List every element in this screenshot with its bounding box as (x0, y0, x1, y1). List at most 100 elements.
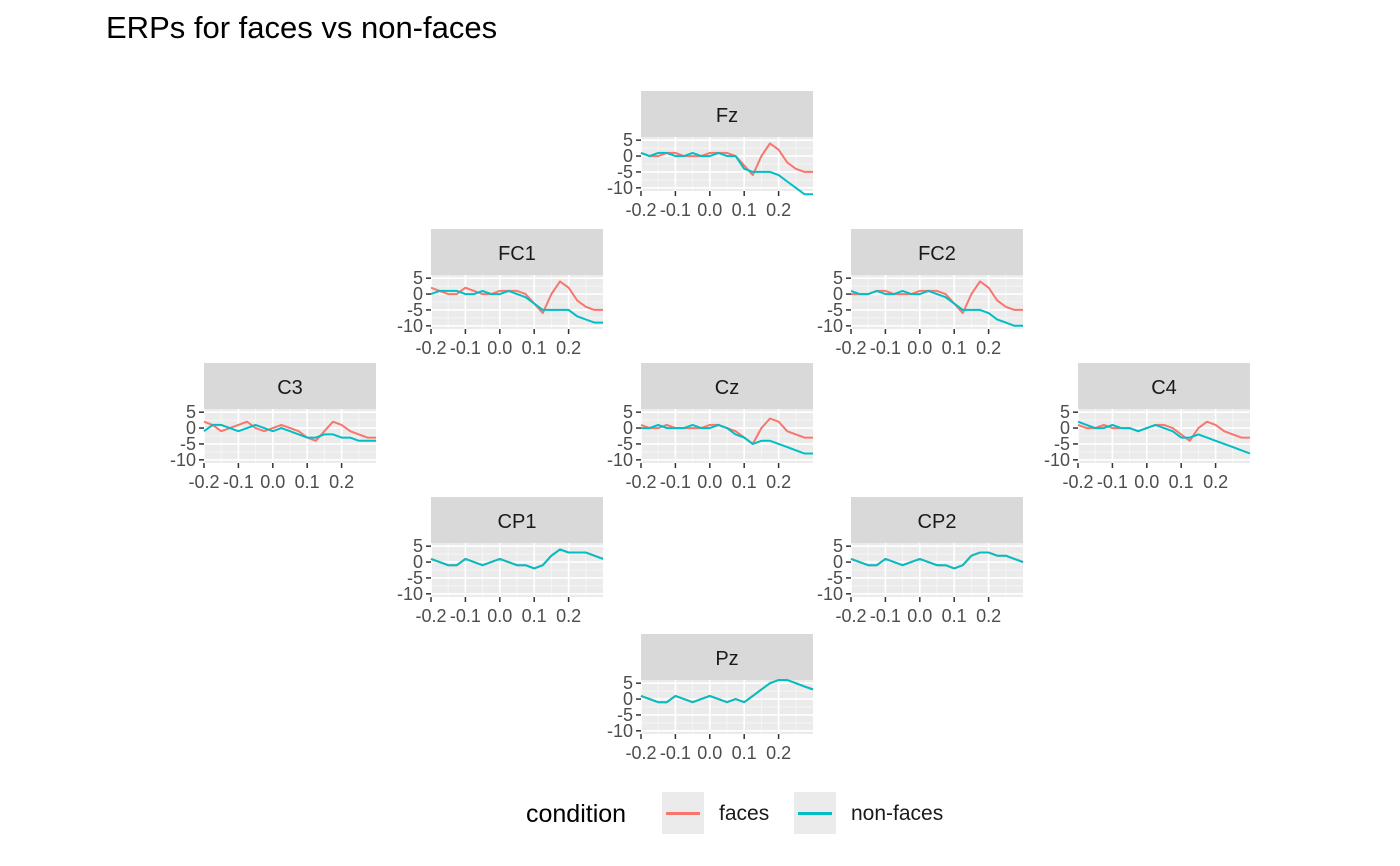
facet-strip-label: FC2 (918, 243, 956, 265)
y-tick-label: -10 (607, 721, 633, 741)
x-tick-label: -0.1 (660, 472, 691, 492)
facet-strip (641, 91, 813, 137)
facet-strip (641, 363, 813, 409)
y-tick-label: -10 (817, 584, 843, 604)
facet-cz: Cz 50-5-10-0.2 -0.1 0.0 0.1 0.2 (607, 363, 813, 492)
facet-c4: C4 50-5-10-0.2 -0.1 0.0 0.1 0.2 (1044, 363, 1251, 492)
legend-label-faces: faces (719, 802, 770, 825)
x-tick-label: -0.1 (870, 338, 901, 358)
y-tick-label: -5 (617, 162, 633, 182)
x-tick-label: -0.1 (870, 606, 901, 626)
legend-label-non-faces: non-faces (851, 802, 944, 825)
y-tick-label: 0 (1060, 418, 1070, 438)
facet-pz: Pz 50-5-10-0.2 -0.1 0.0 0.1 0.2 (607, 634, 814, 763)
x-tick-label: 0.2 (766, 200, 791, 220)
y-tick-label: 5 (623, 402, 633, 422)
facet-strip-label: C4 (1151, 377, 1177, 399)
x-tick-label: -0.2 (835, 606, 866, 626)
y-tick-label: -5 (617, 705, 633, 725)
line-non-faces (1077, 420, 1251, 455)
x-tick-label: -0.2 (835, 338, 866, 358)
y-tick-label: 5 (413, 268, 423, 288)
x-tick-label: 0.2 (1203, 472, 1228, 492)
x-tick-label: -0.2 (188, 472, 219, 492)
x-tick-label: 0.1 (522, 606, 547, 626)
legend-swatch-faces (666, 812, 700, 815)
x-tick-label: 0.0 (697, 743, 722, 763)
line-faces (203, 420, 376, 442)
y-tick-label: 5 (623, 130, 633, 150)
line-non-faces (850, 289, 1023, 327)
facet-strip (1078, 363, 1250, 409)
y-tick-label: -5 (827, 568, 843, 588)
x-tick-label: -0.1 (660, 200, 691, 220)
y-tick-label: -10 (170, 450, 196, 470)
facet-strip-label: CP2 (918, 511, 957, 533)
y-tick-label: 0 (413, 552, 423, 572)
x-tick-label: 0.0 (697, 200, 722, 220)
facet-strip (431, 497, 603, 543)
facet-fc2: FC2 50-5-10-0.2 -0.1 0.0 0.1 0.2 (817, 229, 1023, 358)
chart-title: ERPs for faces vs non-faces (106, 10, 498, 45)
x-tick-label: 0.2 (556, 606, 581, 626)
x-tick-label: 0.2 (556, 338, 581, 358)
x-tick-label: 0.2 (766, 743, 791, 763)
facet-strip (431, 229, 603, 275)
y-tick-label: -5 (180, 434, 196, 454)
x-tick-label: 0.0 (907, 606, 932, 626)
y-tick-label: 0 (186, 418, 196, 438)
y-tick-label: 5 (833, 268, 843, 288)
x-tick-label: -0.2 (1062, 472, 1093, 492)
y-tick-label: 5 (186, 402, 196, 422)
line-non-faces (430, 548, 604, 570)
y-tick-label: 0 (833, 284, 843, 304)
facet-c3: C3 50-5-10-0.2 -0.1 0.0 0.1 0.2 (170, 363, 376, 492)
legend-swatch-non-faces (798, 812, 832, 815)
x-tick-label: -0.1 (450, 338, 481, 358)
x-tick-label: 0.1 (295, 472, 320, 492)
x-tick-label: 0.1 (1169, 472, 1194, 492)
x-tick-label: 0.0 (487, 338, 512, 358)
facet-strip (641, 634, 813, 680)
x-tick-label: -0.1 (223, 472, 254, 492)
y-tick-label: -5 (1054, 434, 1070, 454)
facet-cp1: CP1 50-5-10-0.2 -0.1 0.0 0.1 0.2 (397, 497, 604, 626)
line-non-faces (640, 151, 813, 196)
facet-strip-label: Pz (715, 648, 738, 670)
facet-strip-label: Fz (716, 105, 738, 127)
line-non-faces (850, 551, 1024, 570)
y-tick-label: -5 (407, 568, 423, 588)
x-tick-label: -0.1 (450, 606, 481, 626)
y-tick-label: -10 (817, 316, 843, 336)
y-tick-label: 0 (833, 552, 843, 572)
x-tick-label: 0.1 (522, 338, 547, 358)
facet-strip-label: Cz (715, 377, 739, 399)
x-tick-label: 0.0 (1134, 472, 1159, 492)
x-tick-label: 0.1 (942, 606, 967, 626)
x-tick-label: 0.0 (697, 472, 722, 492)
x-tick-label: 0.1 (942, 338, 967, 358)
y-tick-label: -10 (607, 178, 633, 198)
facet-fz: Fz 50-5-10-0.2 -0.1 0.0 0.1 0.2 (607, 91, 813, 220)
x-tick-label: 0.2 (766, 472, 791, 492)
y-tick-label: 0 (623, 689, 633, 709)
x-tick-label: -0.2 (415, 338, 446, 358)
facet-strip (851, 497, 1023, 543)
y-tick-label: 0 (413, 284, 423, 304)
facet-strip (204, 363, 376, 409)
facet-strip (851, 229, 1023, 275)
y-tick-label: -5 (407, 300, 423, 320)
y-tick-label: -5 (827, 300, 843, 320)
x-tick-label: 0.0 (487, 606, 512, 626)
y-tick-label: -10 (607, 450, 633, 470)
y-tick-label: -10 (397, 584, 423, 604)
y-tick-label: 0 (623, 146, 633, 166)
y-tick-label: 5 (413, 536, 423, 556)
legend-key-non-faces (794, 792, 836, 834)
x-tick-label: 0.2 (976, 338, 1001, 358)
x-tick-label: -0.1 (1097, 472, 1128, 492)
x-tick-label: -0.2 (415, 606, 446, 626)
x-tick-label: 0.2 (329, 472, 354, 492)
x-tick-label: -0.2 (625, 743, 656, 763)
